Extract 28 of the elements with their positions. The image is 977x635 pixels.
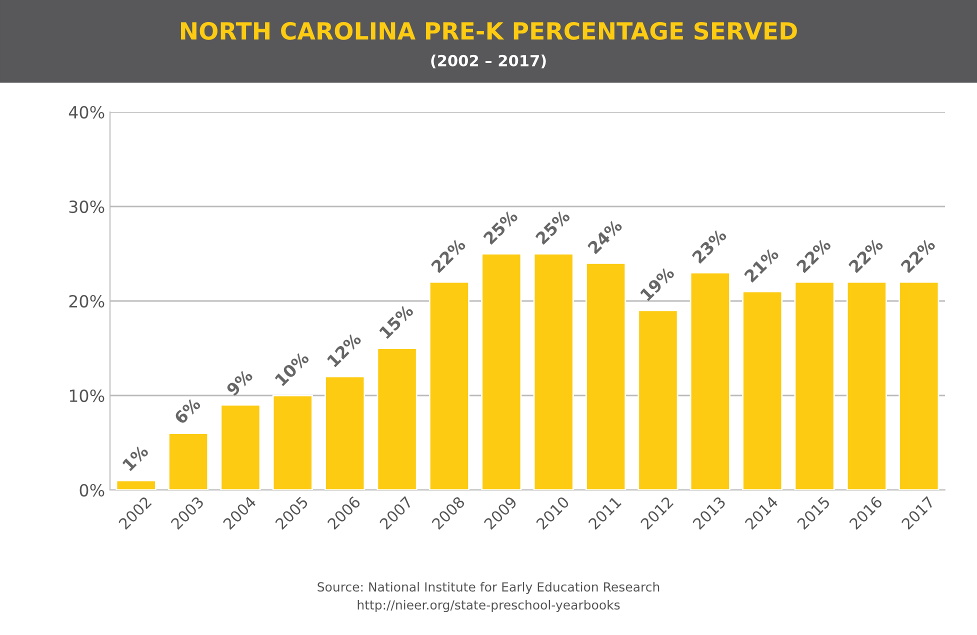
bar [794, 281, 835, 490]
data-label: 1% [122, 444, 150, 472]
bar [324, 376, 366, 490]
y-tick-label: 0% [80, 484, 104, 497]
bar [376, 348, 418, 490]
data-label: 6% [174, 396, 202, 425]
bar [846, 281, 887, 490]
chart-subtitle: (2002 – 2017) [431, 54, 546, 68]
bar [272, 394, 313, 490]
chart-title: NORTH CAROLINA PRE-K PERCENTAGE SERVED [181, 22, 797, 40]
y-tick-label: 10% [70, 389, 104, 402]
bar [638, 310, 678, 490]
y-tick-label: 40% [68, 106, 104, 119]
bar [742, 290, 783, 490]
bar [586, 262, 626, 490]
bar [533, 253, 574, 490]
bar [898, 281, 940, 490]
bar [168, 432, 209, 490]
y-tick-label: 30% [69, 200, 104, 214]
bar [690, 272, 730, 490]
y-tick-label: 20% [69, 294, 104, 308]
bar [116, 480, 156, 490]
source-note: Source: National Institute for Early Education Research [318, 582, 660, 594]
bar [428, 281, 470, 490]
bar [481, 253, 522, 490]
data-label: 9% [226, 368, 254, 396]
text: http://nieer.org/state-preschool-yearbooks [358, 600, 620, 612]
bar [220, 404, 261, 490]
